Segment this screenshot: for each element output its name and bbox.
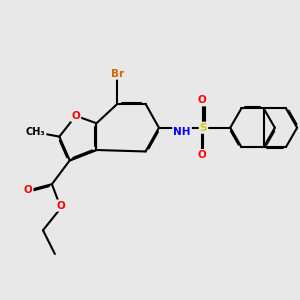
Text: O: O: [198, 95, 206, 105]
Text: Br: Br: [111, 69, 124, 79]
Text: O: O: [71, 111, 80, 121]
Text: O: O: [56, 201, 65, 211]
Text: CH₃: CH₃: [26, 127, 45, 137]
Text: O: O: [24, 185, 32, 195]
Text: NH: NH: [173, 127, 191, 137]
Text: O: O: [198, 150, 206, 160]
Text: S: S: [200, 123, 207, 133]
